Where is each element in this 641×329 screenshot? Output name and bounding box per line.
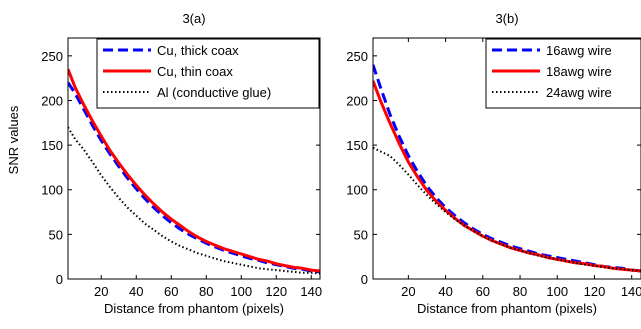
x-tick-label: 100	[230, 284, 252, 299]
legend-label-1: 16awg wire	[546, 43, 612, 58]
y-tick-label: 50	[49, 227, 63, 242]
y-tick-label: 250	[41, 49, 63, 64]
x-tick-label: 60	[164, 284, 178, 299]
x-tick-label: 20	[401, 284, 415, 299]
x-tick-label: 20	[94, 284, 108, 299]
x-tick-label: 120	[584, 284, 606, 299]
y-axis-label: SNR values	[6, 105, 21, 174]
x-tick-label: 60	[476, 284, 490, 299]
x-tick-label: 100	[546, 284, 568, 299]
x-tick-label: 80	[513, 284, 527, 299]
series-line-1	[373, 64, 641, 273]
x-tick-label: 140	[621, 284, 641, 299]
legend-label-3: Al (conductive glue)	[157, 85, 271, 100]
x-tick-label: 140	[300, 284, 322, 299]
x-axis-label: Distance from phantom (pixels)	[417, 301, 597, 316]
y-tick-label: 200	[346, 93, 368, 108]
x-tick-label: 40	[438, 284, 452, 299]
plot-frame	[372, 37, 641, 280]
legend-label-2: 18awg wire	[546, 64, 612, 79]
y-tick-label: 250	[346, 49, 368, 64]
y-tick-label: 150	[346, 138, 368, 153]
y-tick-label: 50	[354, 227, 368, 242]
x-tick-label: 40	[129, 284, 143, 299]
x-tick-label: 120	[265, 284, 287, 299]
chart-panel-2: 3(b) 20 40 60 80 100 120 140 0 50 100 150 200 250 Dist…	[346, 11, 641, 316]
chart-title: 3(a)	[182, 11, 205, 26]
x-axis-label: Distance from phantom (pixels)	[104, 301, 284, 316]
series-line-3	[373, 146, 641, 272]
y-tick-label: 0	[56, 272, 63, 287]
y-tick-label: 0	[361, 272, 368, 287]
legend-label-2: Cu, thin coax	[157, 64, 233, 79]
series-line-1	[68, 81, 320, 274]
chart-title: 3(b)	[495, 11, 518, 26]
legend-label-1: Cu, thick coax	[157, 43, 239, 58]
legend-label-3: 24awg wire	[546, 85, 612, 100]
y-tick-label: 100	[41, 183, 63, 198]
x-tick-label: 80	[199, 284, 213, 299]
series-line-2	[373, 80, 641, 273]
chart-panel-1: 3(a) 20 40 60 80 100 120 140 0 50 100 150 200 250 Dist…	[41, 11, 322, 316]
y-tick-label: 150	[41, 138, 63, 153]
y-tick-label: 100	[346, 183, 368, 198]
plot-frame	[67, 37, 321, 280]
series-line-2	[68, 68, 320, 273]
y-tick-label: 200	[41, 93, 63, 108]
